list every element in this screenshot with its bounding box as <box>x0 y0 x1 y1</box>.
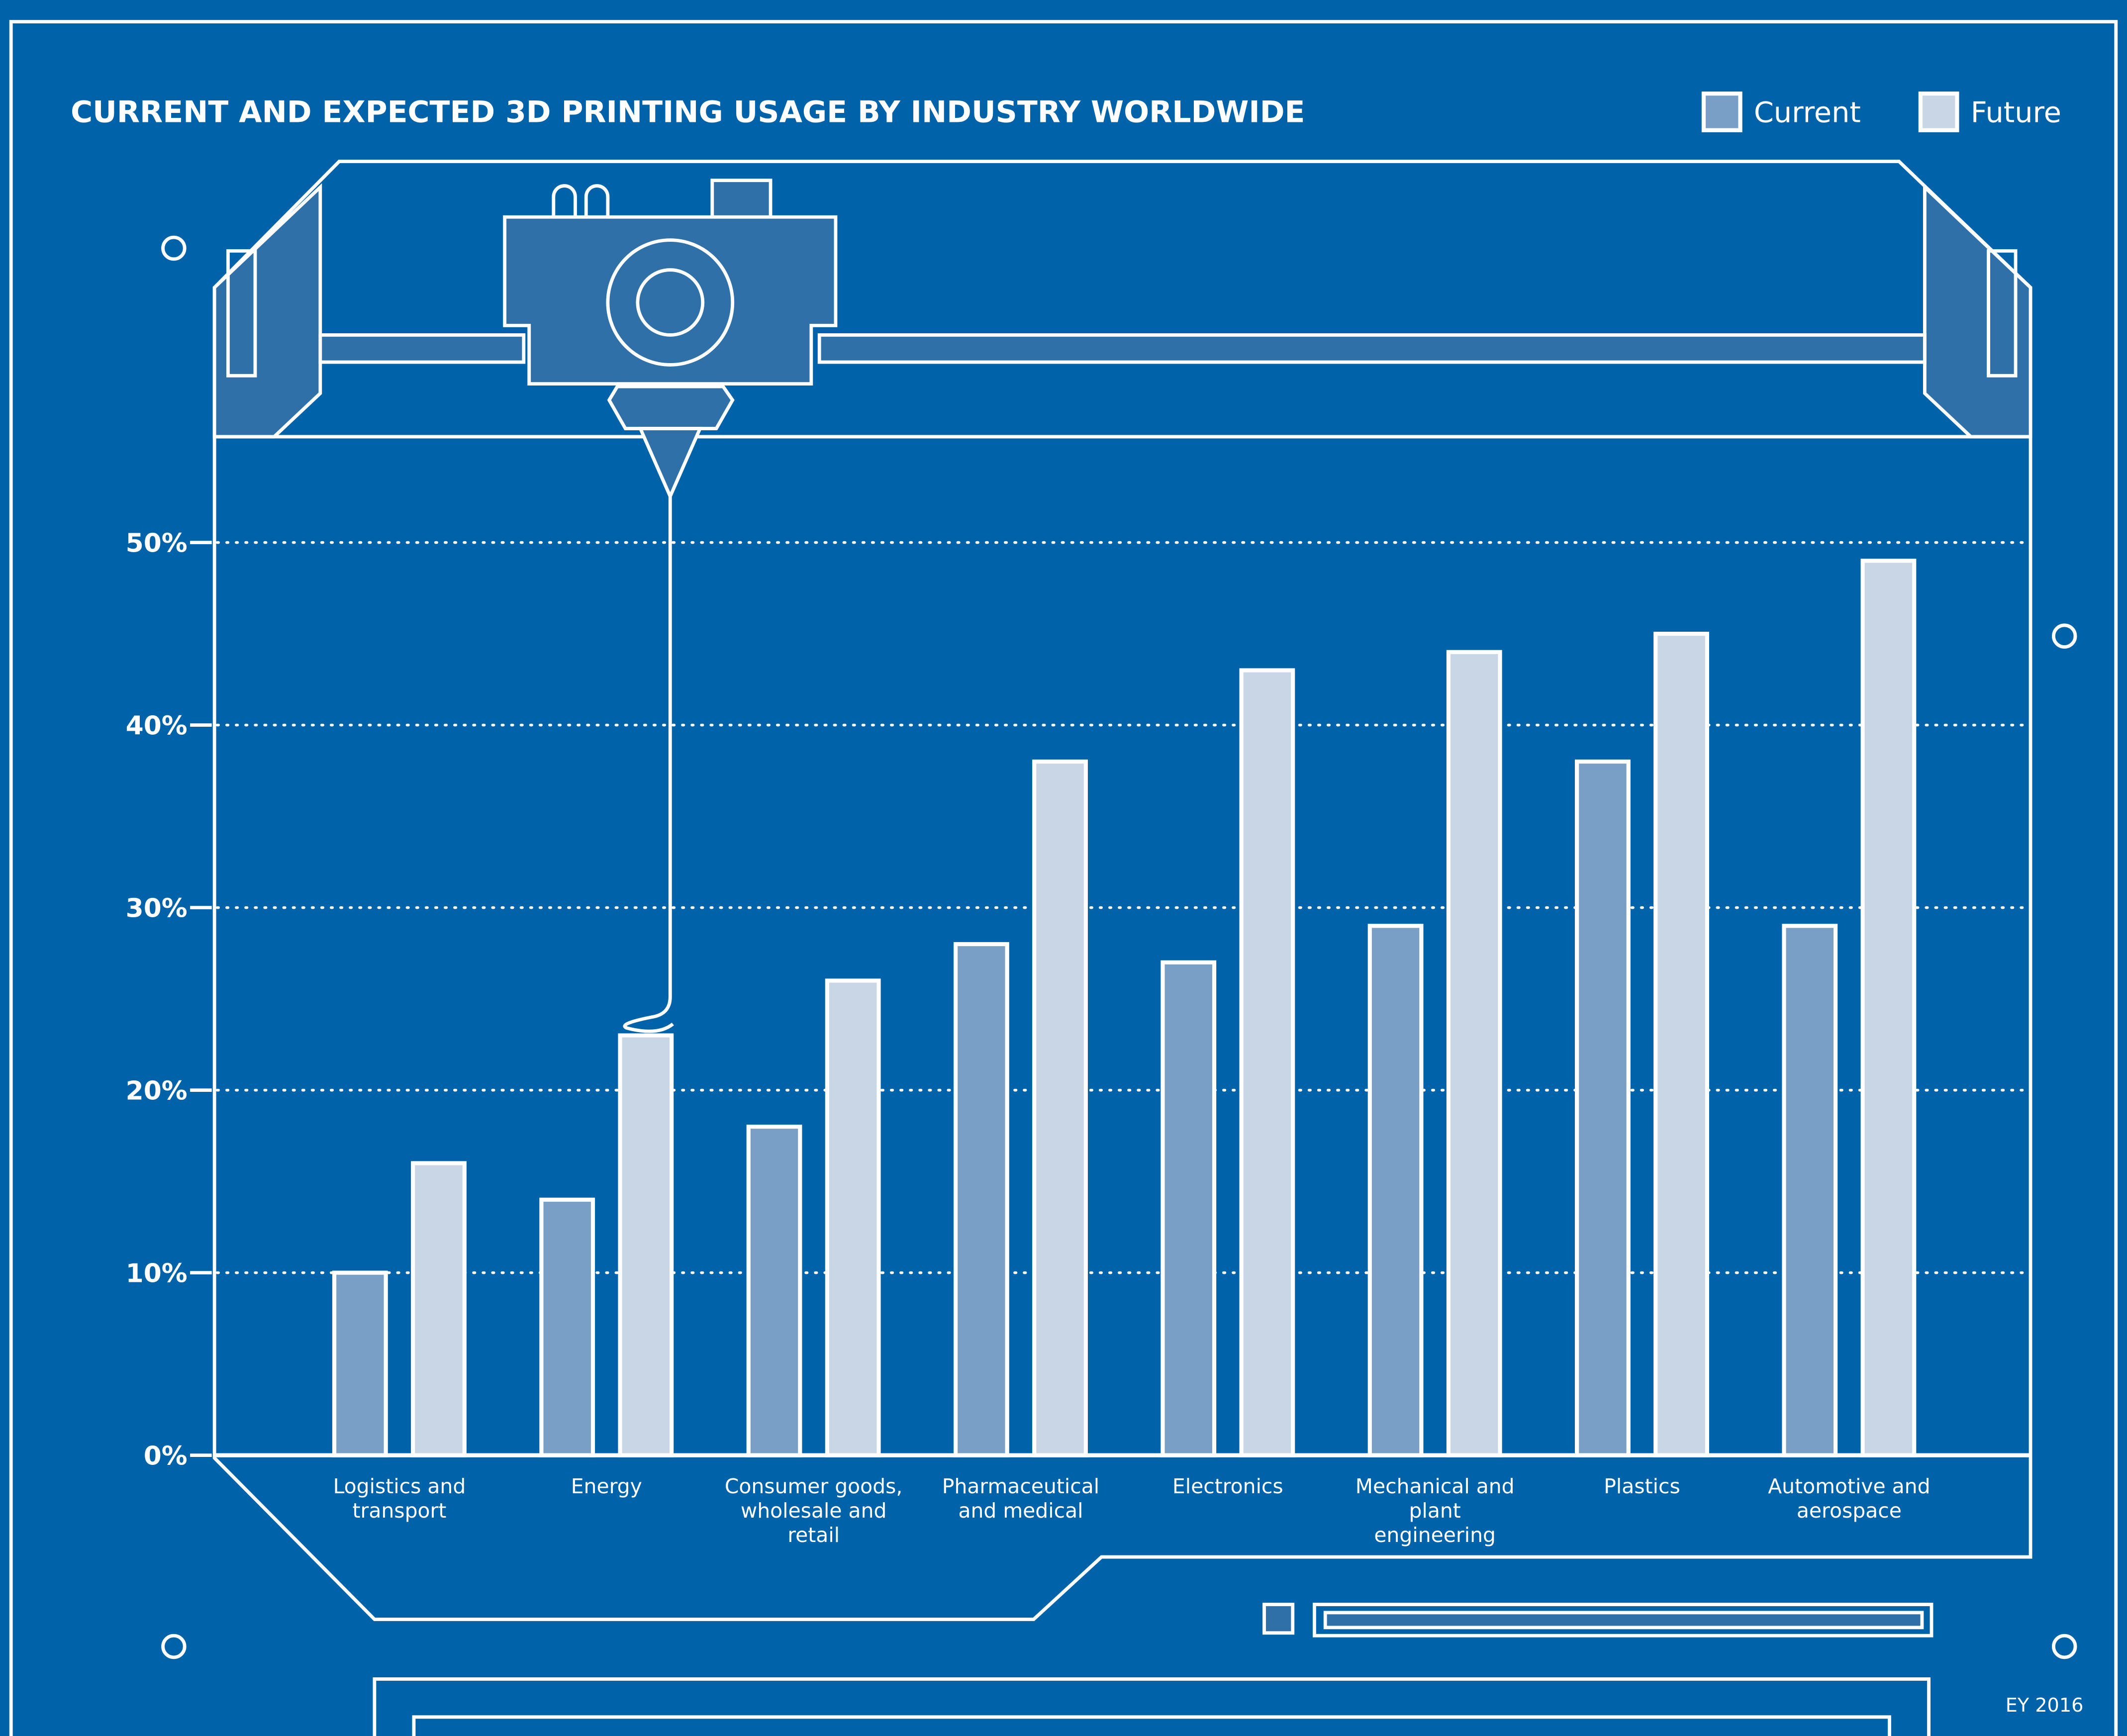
bar <box>1782 924 1838 1457</box>
legend-swatch <box>1918 92 1959 132</box>
bar <box>1446 650 1502 1457</box>
y-tick-label: 50% <box>126 529 188 559</box>
bar <box>1653 632 1709 1457</box>
bar <box>1575 759 1631 1457</box>
bar <box>332 1270 388 1457</box>
chart-title: CURRENT AND EXPECTED 3D PRINTING USAGE B… <box>71 95 1305 129</box>
y-tick-label: 0% <box>144 1442 188 1471</box>
x-tick-label: Energy <box>571 1474 642 1498</box>
x-tick-label: Mechanical and plant engineering <box>1355 1474 1515 1547</box>
bar <box>1239 668 1295 1457</box>
x-tick-label: Automotive and aerospace <box>1768 1474 1930 1523</box>
bar <box>1160 960 1217 1457</box>
legend-label: Future <box>1971 96 2061 129</box>
decoration <box>9 20 2118 1736</box>
x-tick-label: Pharmaceutical and medical <box>942 1474 1099 1523</box>
x-tick-label: Plastics <box>1604 1474 1680 1498</box>
bar <box>1032 759 1088 1457</box>
bar <box>618 1033 674 1457</box>
y-tick-label: 10% <box>126 1259 188 1289</box>
bar <box>539 1197 595 1457</box>
y-tick-label: 40% <box>126 711 188 741</box>
y-tick-label: 20% <box>126 1076 188 1106</box>
x-tick-label: Consumer goods, wholesale and retail <box>725 1474 903 1547</box>
source: EY 2016 <box>2006 1695 2084 1717</box>
legend-label: Current <box>1754 96 1861 129</box>
x-tick-label: Electronics <box>1172 1474 1283 1498</box>
legend-swatch <box>1701 92 1742 132</box>
bar <box>825 978 881 1457</box>
bar <box>1860 559 1917 1457</box>
bar <box>954 942 1009 1457</box>
y-tick-label: 30% <box>126 894 188 924</box>
bar <box>1367 924 1424 1457</box>
bar <box>411 1161 467 1457</box>
x-tick-label: Logistics and transport <box>333 1474 466 1523</box>
bar <box>746 1124 802 1457</box>
